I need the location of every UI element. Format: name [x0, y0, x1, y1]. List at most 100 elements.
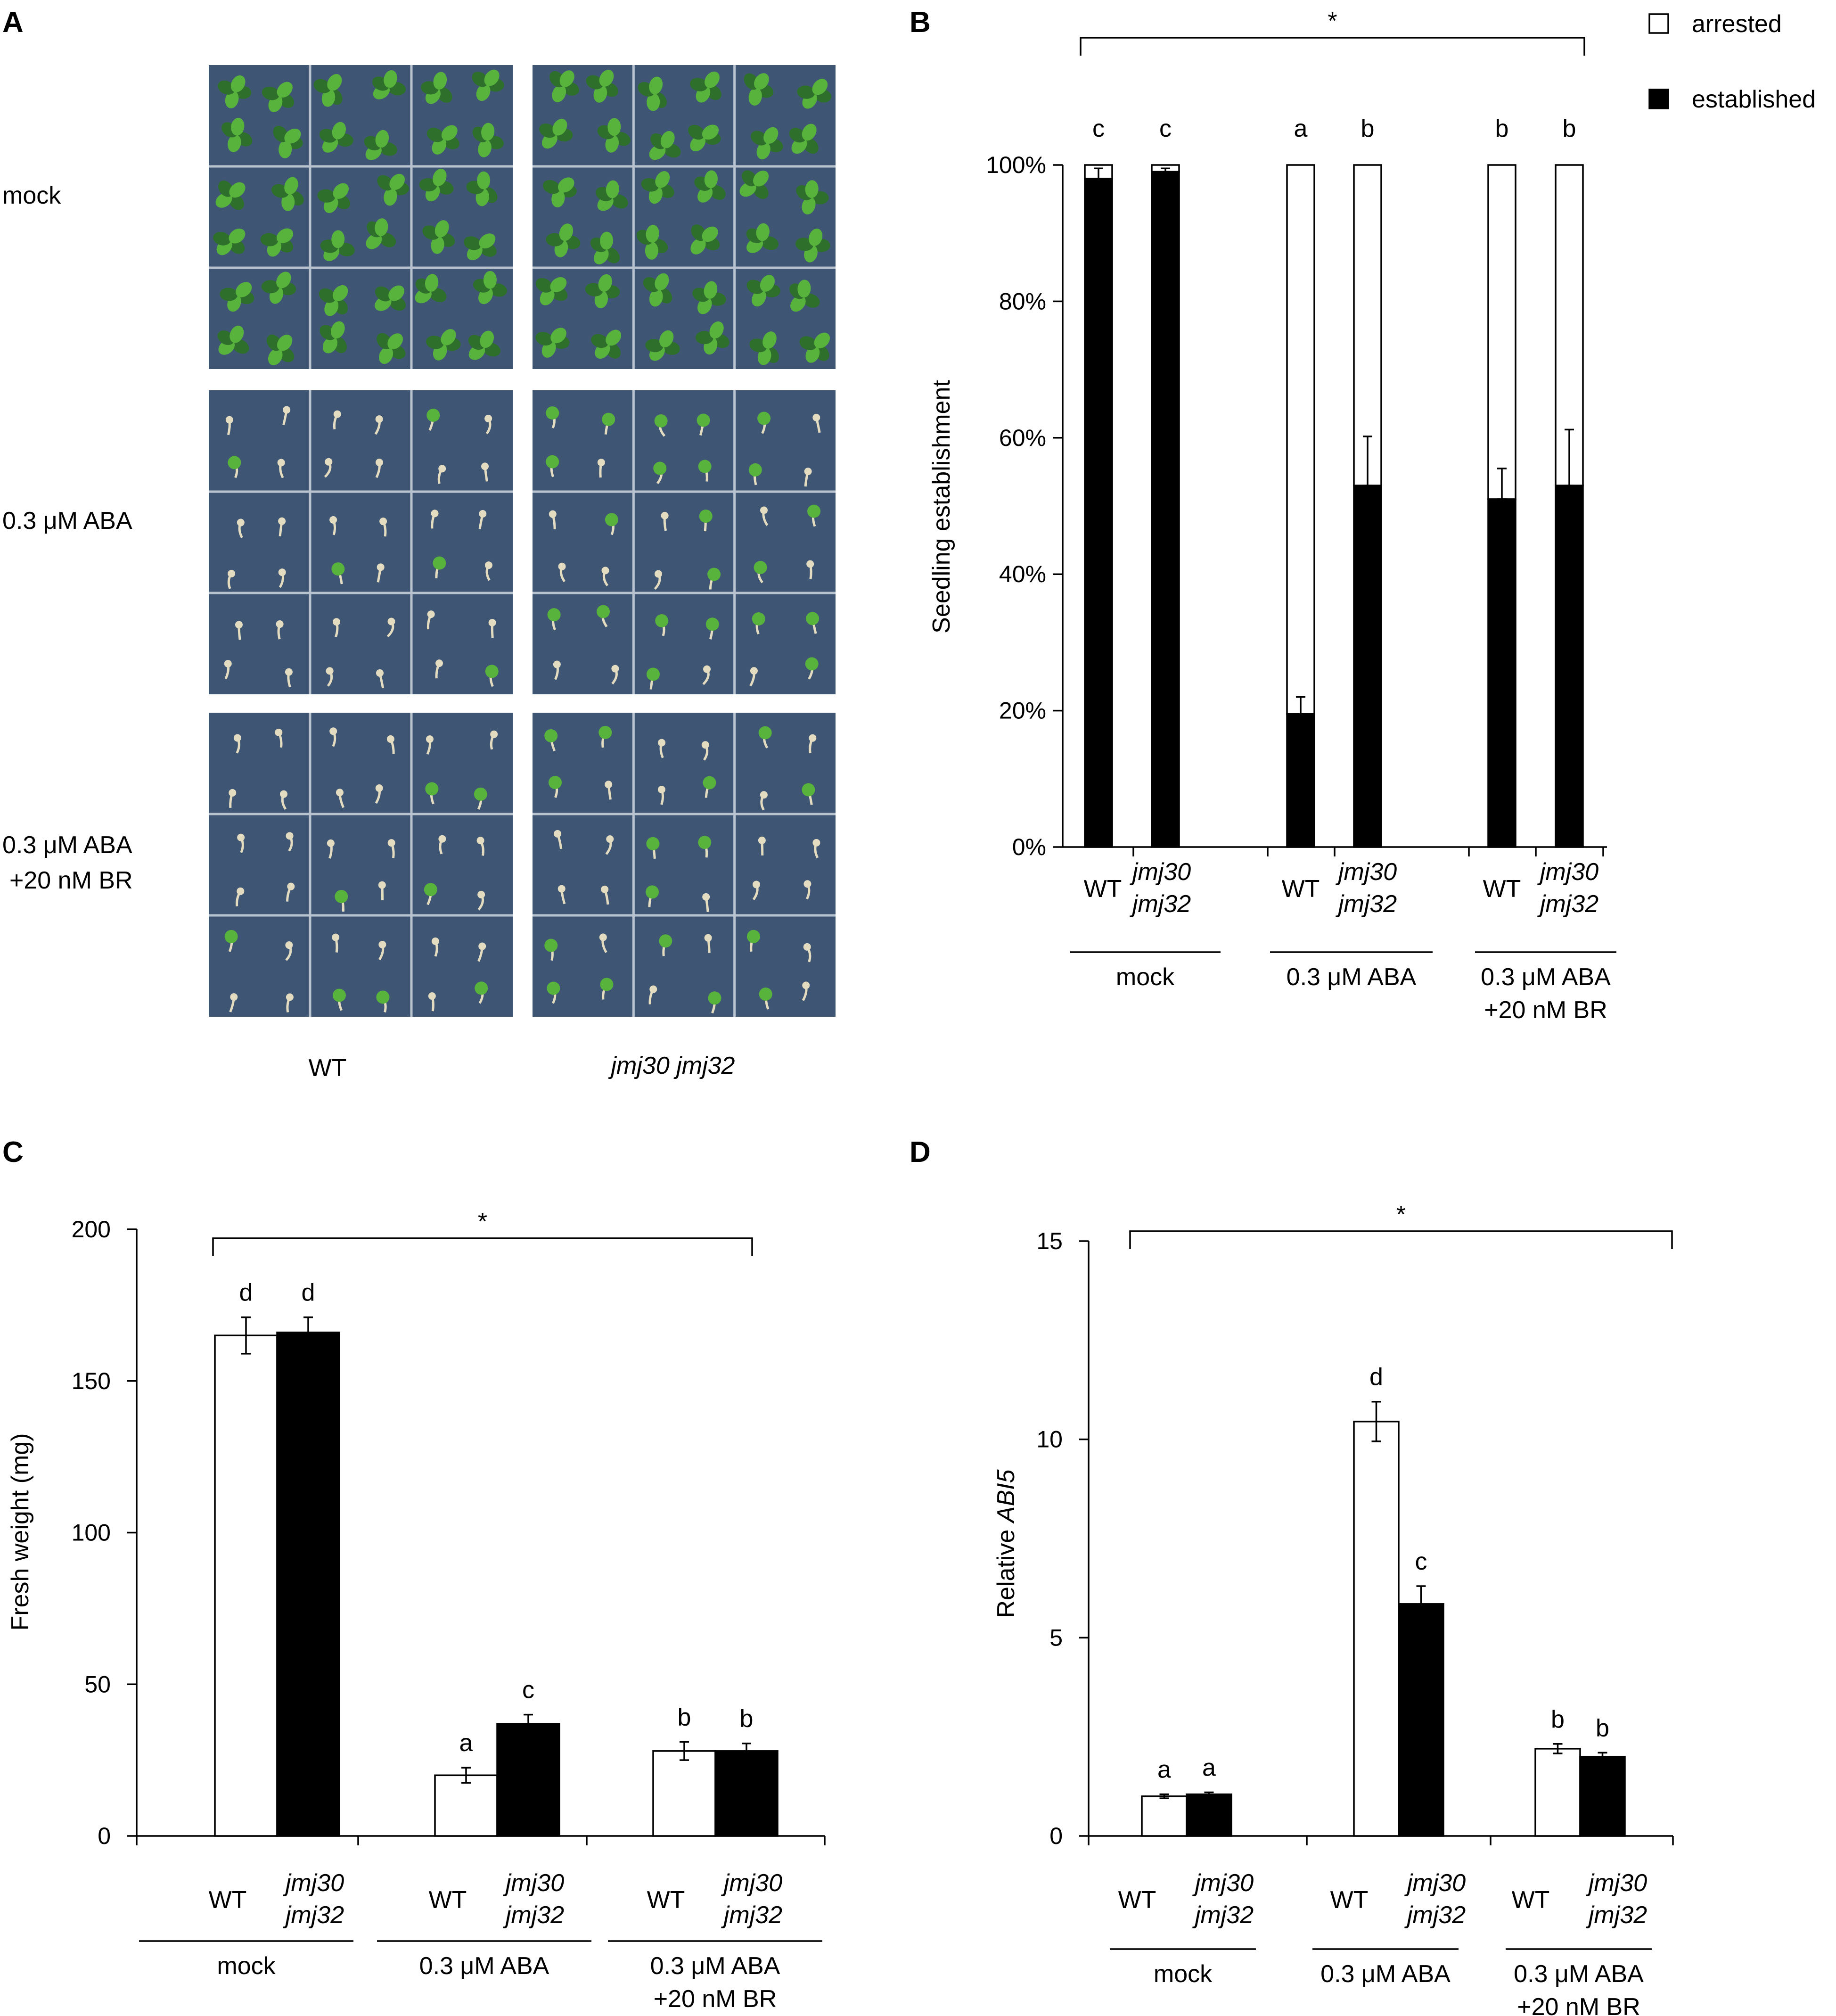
seedling	[377, 173, 410, 206]
seedling	[546, 455, 559, 477]
group-label: 0.3 μM ABA	[1514, 1960, 1644, 1988]
leaf	[600, 231, 614, 250]
cotyledon	[335, 889, 348, 903]
plate-background	[209, 390, 513, 694]
leaf	[268, 348, 283, 366]
bar-established	[1084, 178, 1113, 848]
leaf	[797, 85, 815, 99]
seedling	[549, 70, 579, 102]
seedling	[789, 280, 820, 312]
seedling	[224, 659, 232, 680]
leaf	[479, 233, 496, 249]
seedling	[704, 934, 712, 953]
seedling	[600, 978, 614, 1000]
cotyledon	[386, 735, 394, 743]
y-tick-label: 40%	[999, 561, 1046, 587]
seedling	[278, 517, 286, 536]
significance-letter: c	[1092, 115, 1105, 142]
cotyledon	[548, 776, 562, 790]
cotyledon	[228, 569, 236, 577]
leaf	[762, 331, 777, 349]
cotyledon	[705, 617, 719, 631]
seedling	[476, 837, 484, 856]
cotyledon	[376, 990, 390, 1004]
significance-letter: d	[302, 1279, 315, 1307]
genotype-label-wt: WT	[1330, 1886, 1369, 1914]
cotyledon	[606, 835, 614, 843]
seedling	[544, 938, 558, 961]
cotyledon	[276, 620, 284, 628]
seedling	[805, 657, 819, 680]
seedling	[215, 180, 246, 210]
cotyledon	[605, 781, 613, 789]
seedling	[435, 659, 443, 679]
cotyledon	[809, 734, 817, 742]
seedling	[428, 992, 436, 1012]
row-label-mock: mock	[2, 182, 61, 209]
seedling	[286, 832, 294, 852]
seedling	[386, 617, 395, 638]
seedling	[276, 620, 284, 640]
seedling	[478, 510, 487, 529]
significance-bracket	[212, 1237, 753, 1256]
cotyledon	[646, 885, 659, 899]
seedling	[796, 180, 829, 214]
leaf	[434, 220, 449, 238]
seedling	[379, 518, 387, 537]
genotype-label-mutant-line1: jmj30	[1404, 1869, 1466, 1897]
leaf	[540, 288, 555, 305]
seedling	[473, 271, 508, 304]
significance-letter: b	[740, 1705, 754, 1733]
seedling	[376, 990, 390, 1013]
seedling	[585, 274, 620, 309]
genotype-label-mutant-line2: jmj32	[1537, 890, 1598, 918]
seedling	[431, 937, 439, 957]
seedling	[539, 119, 573, 149]
leaf	[476, 83, 491, 101]
seedling	[426, 408, 440, 431]
leaf	[690, 238, 706, 255]
seedling	[744, 73, 774, 106]
leaf	[797, 280, 811, 298]
leaf	[366, 233, 382, 249]
cotyledon	[375, 784, 383, 792]
seedling	[554, 830, 563, 849]
leaf	[389, 173, 405, 190]
cotyledon	[549, 510, 557, 518]
cotyledon	[327, 839, 335, 847]
leaf	[419, 178, 437, 192]
seedling	[546, 406, 559, 429]
significance-bracket	[1129, 1230, 1673, 1249]
seedling	[484, 561, 492, 581]
genotype-label-wt: WT	[209, 1886, 247, 1914]
seedling	[611, 665, 619, 685]
seedling	[797, 79, 832, 109]
cotyledon	[428, 992, 436, 1000]
leaf	[542, 180, 560, 194]
row-label-aba: 0.3 μM ABA	[2, 507, 132, 535]
leaf	[790, 295, 806, 312]
leaf	[649, 288, 663, 307]
chart-b: 0% 20% 40% 60% 80% 100% Seedling establishment…	[928, 8, 1816, 1024]
y-tick-label: 20%	[999, 698, 1046, 724]
cotyledon	[336, 789, 344, 797]
leaf	[276, 228, 294, 243]
plate-background	[209, 713, 513, 1017]
leaf	[276, 272, 291, 288]
leaf	[551, 189, 565, 208]
seedling	[548, 776, 562, 798]
leaf	[388, 285, 405, 301]
y-tick-label: 15	[1036, 1228, 1063, 1254]
seedling	[261, 272, 296, 304]
panel-d: D 0 5 10 15 a a WT jmj30 jmj32 mock d c WT jmj30 jmj32…	[910, 1136, 1674, 2016]
seedling	[804, 468, 812, 487]
leaf	[277, 82, 293, 98]
seedling	[472, 69, 504, 101]
genotype-label-mutant-line2: jmj32	[1130, 890, 1191, 918]
seedling	[661, 511, 669, 531]
seedling	[646, 885, 659, 907]
cotyledon	[379, 518, 387, 526]
seedling	[375, 459, 383, 478]
seedling	[598, 725, 612, 748]
leaf	[756, 223, 770, 241]
